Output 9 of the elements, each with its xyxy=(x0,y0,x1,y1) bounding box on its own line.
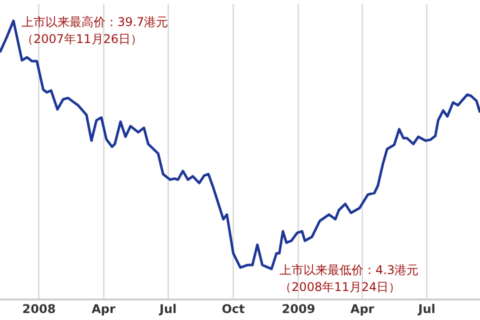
x-tick-label: 2008 xyxy=(22,302,56,316)
annotation: 上市以来最低价：4.3港元（2008年11月24日） xyxy=(280,263,419,294)
x-tick-label: 2009 xyxy=(282,302,316,316)
annotation: 上市以来最高价：39.7港元（2007年11月26日） xyxy=(21,14,168,46)
x-tick-label: Jul xyxy=(417,302,436,316)
x-tick-label: Apr xyxy=(350,302,374,316)
x-tick-label: Apr xyxy=(92,302,116,316)
x-tick-label: Jul xyxy=(158,302,177,316)
x-tick-label: Oct xyxy=(222,302,246,316)
